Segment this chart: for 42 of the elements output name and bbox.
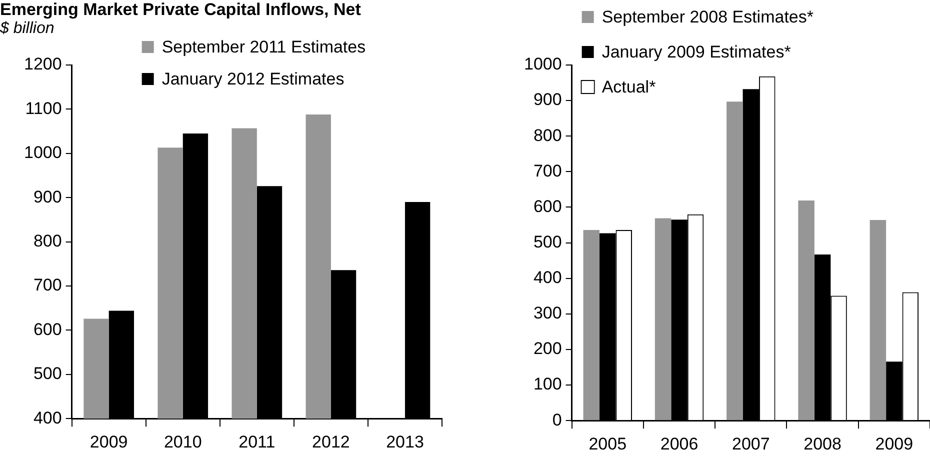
x-tick-label: 2008	[804, 434, 842, 454]
y-tick-label: 1000	[524, 54, 562, 74]
y-tick-label: 600	[533, 196, 562, 216]
bar	[654, 218, 672, 420]
x-tick-label: 2009	[90, 432, 128, 452]
x-tick-label: 2006	[660, 434, 698, 454]
y-tick-label: 800	[533, 126, 562, 145]
y-tick-label: 600	[33, 320, 62, 339]
legend-label: September 2008 Estimates*	[602, 8, 814, 27]
y-tick-label: 1100	[25, 98, 62, 118]
y-tick-label: 200	[533, 339, 562, 358]
chart-subtitle: $ billion	[0, 20, 54, 38]
y-tick-label: 900	[533, 90, 562, 110]
legend-label: January 2012 Estimates	[162, 70, 344, 89]
y-tick-label: 400	[533, 268, 562, 288]
x-tick-label: 2010	[164, 432, 202, 452]
bar	[583, 230, 600, 420]
y-tick-label: 400	[33, 408, 62, 428]
y-tick-label: 100	[533, 374, 562, 394]
y-tick-label: 0	[552, 410, 562, 430]
x-tick-label: 2011	[238, 432, 276, 452]
legend-label: Actual*	[602, 78, 656, 97]
legend-label: January 2009 Estimates*	[602, 42, 792, 62]
x-tick-label: 2009	[875, 434, 914, 454]
x-tick-label: 2007	[732, 434, 770, 454]
y-tick-label: 1200	[24, 54, 62, 74]
bar	[798, 200, 814, 420]
y-tick-label: 300	[533, 304, 562, 323]
chart-title: Emerging Market Private Capital Inflows, Net	[0, 0, 361, 20]
y-tick-label: 500	[33, 364, 62, 384]
y-tick-label: 700	[533, 161, 562, 180]
bar	[726, 102, 743, 420]
y-tick-label: 700	[33, 276, 62, 295]
x-tick-label: 2013	[386, 432, 424, 452]
legend-label: September 2011 Estimates	[162, 38, 366, 57]
x-tick-label: 2005	[588, 434, 627, 454]
y-tick-label: 1000	[24, 143, 62, 162]
bar	[870, 220, 886, 420]
y-tick-label: 800	[33, 231, 62, 250]
y-tick-label: 900	[33, 187, 62, 206]
x-tick-label: 2012	[312, 432, 350, 452]
y-tick-label: 500	[533, 232, 562, 252]
